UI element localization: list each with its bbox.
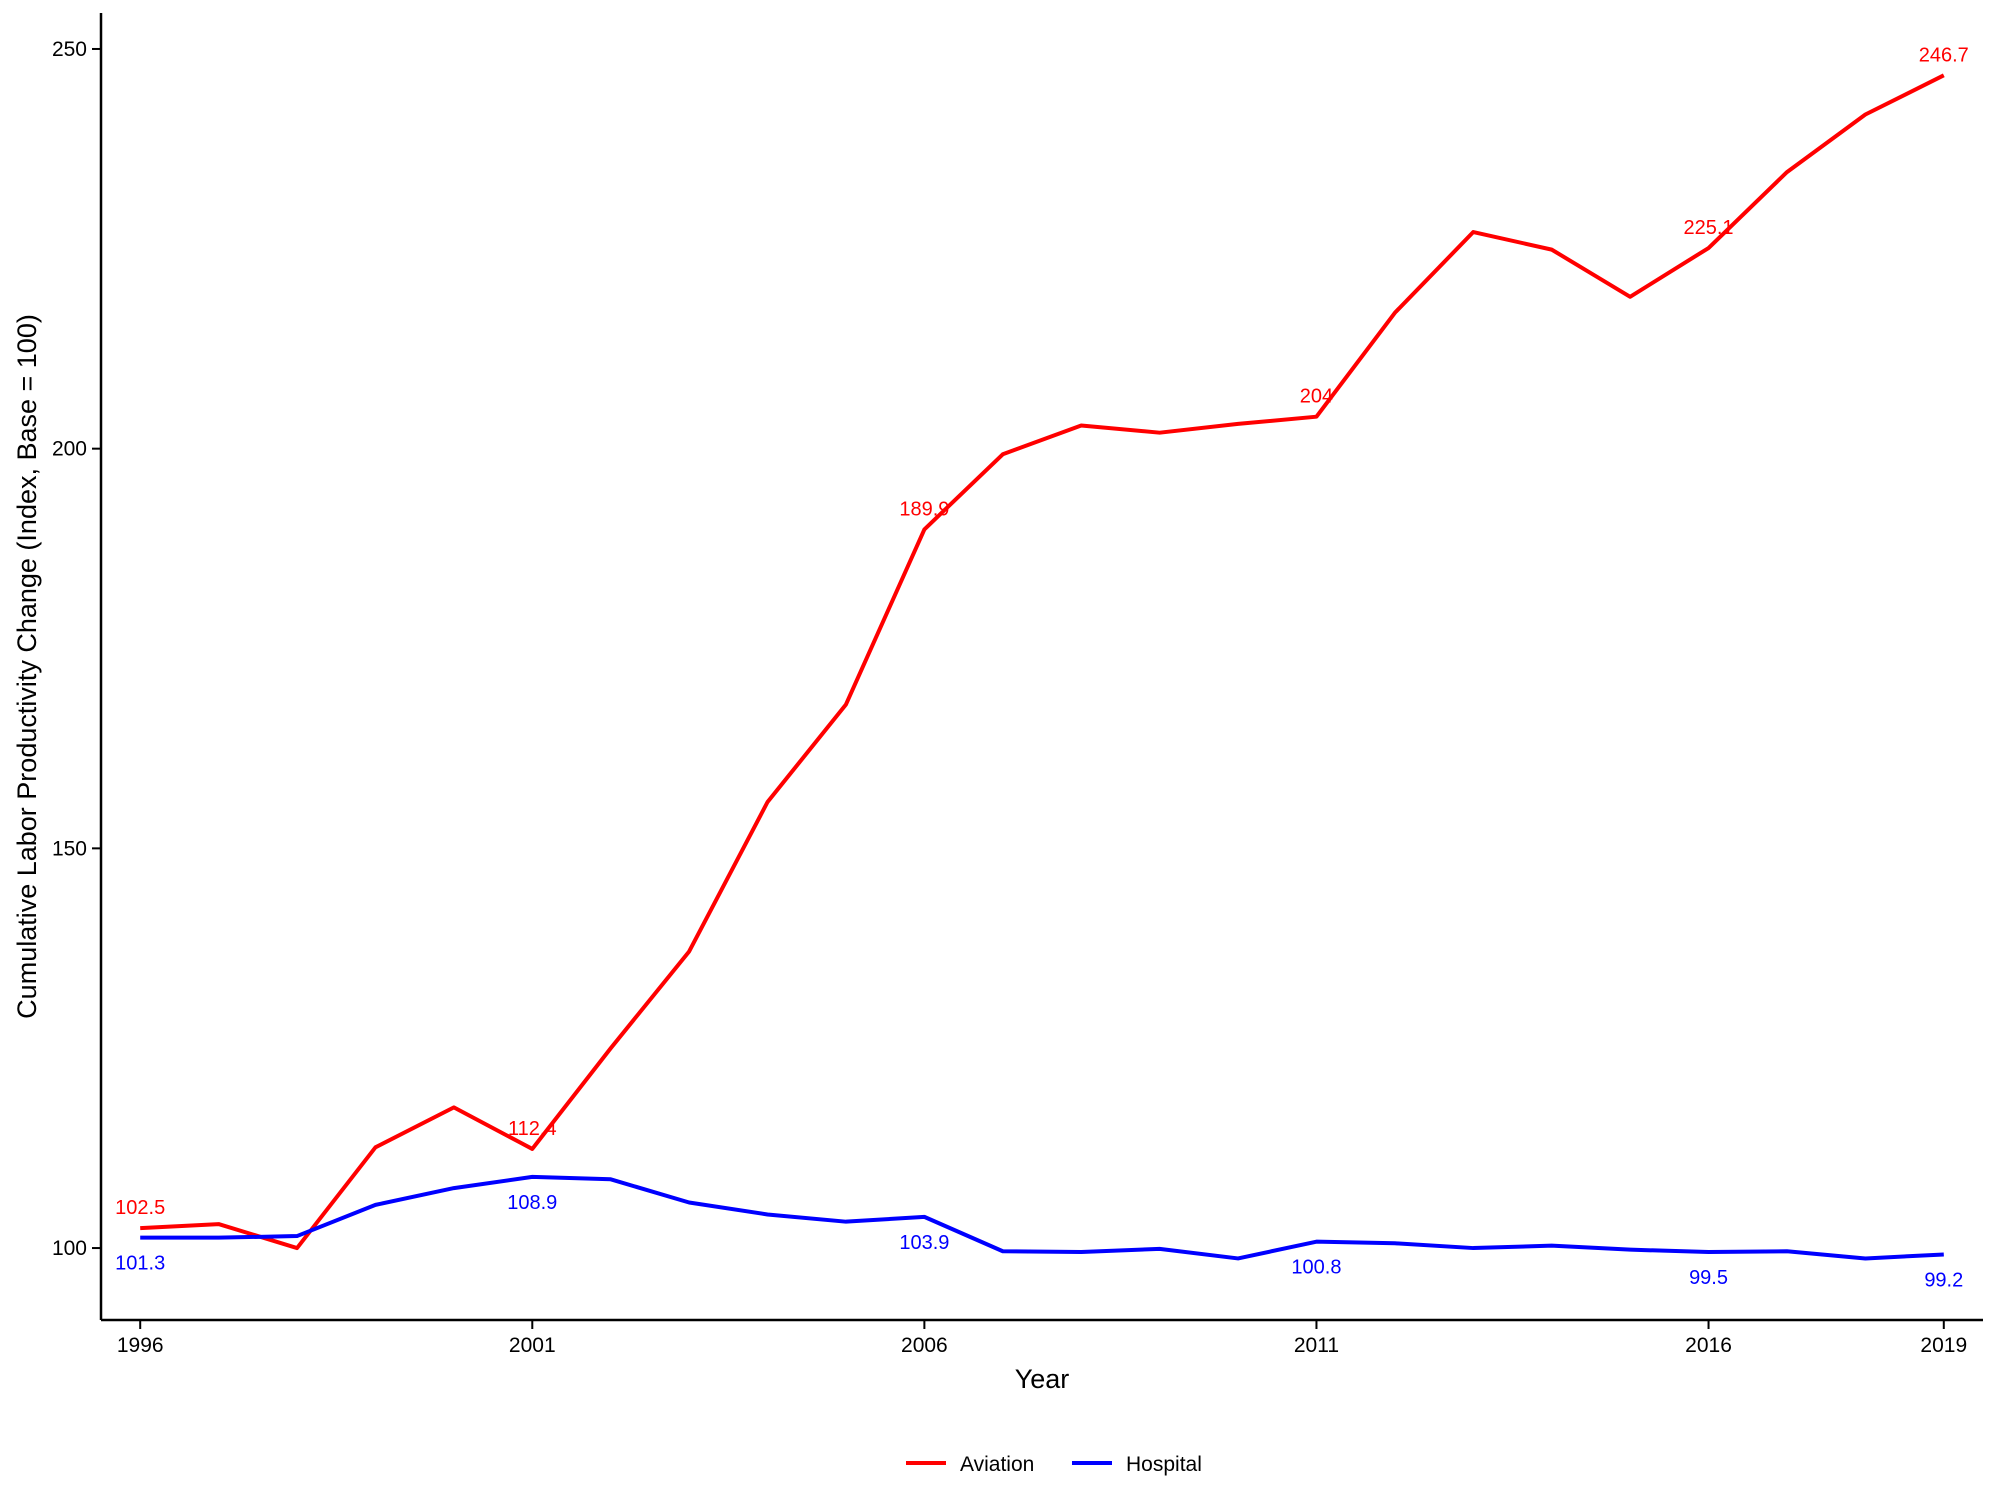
x-tick-label: 2001 (509, 1334, 556, 1357)
aviation-data-label: 112.4 (508, 1118, 557, 1140)
aviation-data-label: 225.1 (1684, 217, 1734, 239)
y-axis-title: Cumulative Labor Productivity Change (In… (12, 314, 42, 1019)
x-tick-label: 2011 (1294, 1334, 1339, 1357)
y-tick-label: 100 (52, 1237, 87, 1260)
axes: 1996 2001 2006 2011 2016 2019 100 150 200 250 (52, 13, 1983, 1357)
legend: Aviation Hospital (906, 1453, 1202, 1476)
legend-label-aviation: Aviation (960, 1453, 1034, 1476)
aviation-data-label: 204 (1300, 386, 1333, 408)
aviation-line (140, 73, 1945, 1251)
hospital-data-label: 100.8 (1291, 1257, 1341, 1279)
hospital-data-label: 108.9 (507, 1192, 557, 1214)
legend-label-hospital: Hospital (1126, 1453, 1202, 1476)
x-axis-title: Year (1015, 1364, 1070, 1394)
hospital-data-label: 99.2 (1924, 1269, 1963, 1291)
aviation-data-label: 102.5 (115, 1197, 165, 1219)
plot-marks: 102.5 112.4 189.9 204 225.1 246.7 101.3 108.9 10… (115, 44, 1969, 1291)
aviation-data-label: 189.9 (899, 498, 949, 520)
y-tick-label: 200 (52, 438, 87, 461)
aviation-data-label: 246.7 (1919, 44, 1969, 66)
y-tick-label: 250 (52, 38, 87, 61)
hospital-data-label: 99.5 (1689, 1267, 1728, 1289)
hospital-data-label: 103.9 (899, 1232, 949, 1254)
x-tick-label: 2019 (1920, 1334, 1967, 1357)
hospital-line (140, 1174, 1944, 1261)
x-tick-label: 2006 (901, 1334, 948, 1357)
hospital-data-label: 101.3 (115, 1253, 165, 1275)
x-tick-label: 2016 (1685, 1334, 1732, 1357)
y-tick-label: 150 (52, 837, 87, 860)
x-tick-label: 1996 (117, 1334, 164, 1357)
